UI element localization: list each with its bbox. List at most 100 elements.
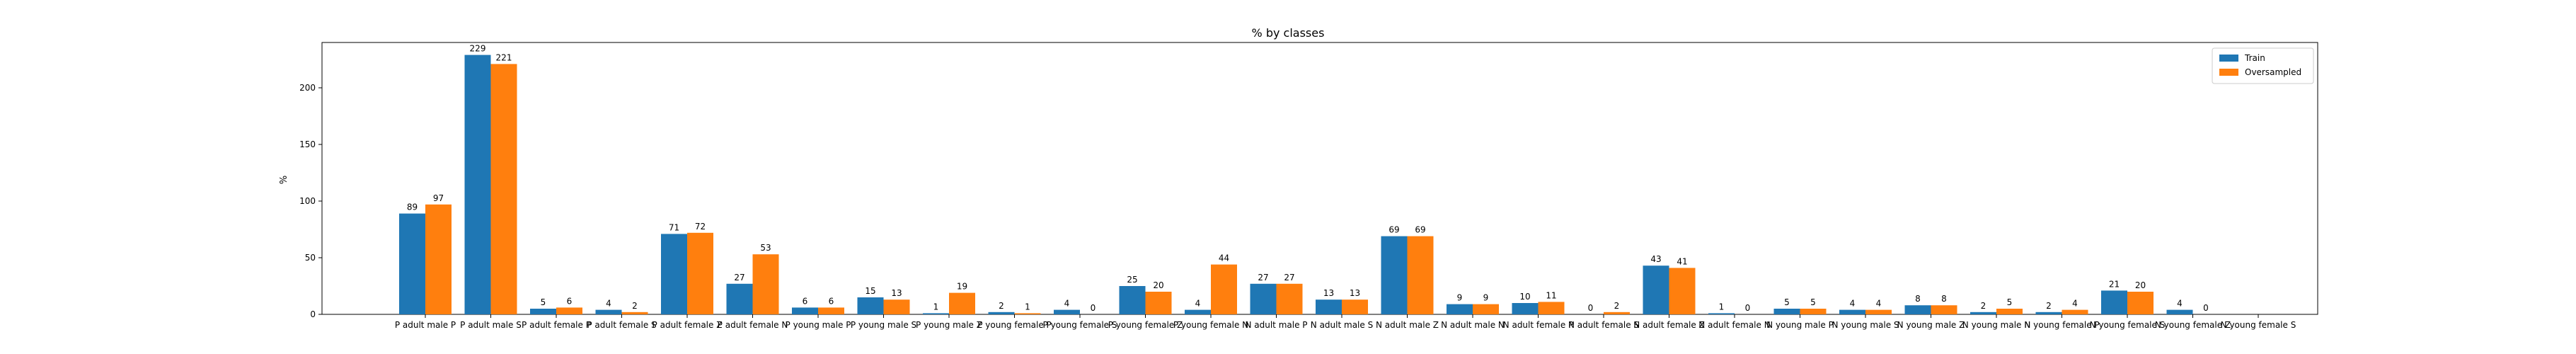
y-tick-label: 50 <box>305 253 316 263</box>
x-tick-label: N adult male P <box>1245 320 1307 330</box>
bar-train <box>1512 303 1539 314</box>
x-tick-label: P young male P <box>786 320 851 330</box>
data-label: 20 <box>2135 280 2146 290</box>
data-label: 44 <box>1219 253 1229 263</box>
bar-train <box>530 309 556 314</box>
data-label: 0 <box>1091 303 1096 313</box>
data-label: 4 <box>2072 299 2078 309</box>
data-label: 43 <box>1650 254 1661 264</box>
data-label: 19 <box>957 282 967 292</box>
bar-train <box>1839 309 1865 314</box>
x-tick-label: P adult female N <box>718 320 788 330</box>
y-tick-label: 200 <box>299 83 316 93</box>
x-tick-label: P adult female S <box>587 320 656 330</box>
bar-oversampled <box>1996 309 2023 314</box>
bar-train <box>1185 309 1211 314</box>
bar-train <box>1250 283 1277 314</box>
data-label: 27 <box>1258 273 1268 282</box>
bar-oversampled <box>490 64 517 315</box>
x-tick-label: P young female N <box>1173 320 1248 330</box>
data-label: 2 <box>1614 301 1620 311</box>
x-tick-label: N young female P <box>2024 320 2099 330</box>
y-tick-label: 150 <box>299 139 316 149</box>
data-label: 4 <box>1195 299 1201 309</box>
data-label: 9 <box>1457 293 1463 303</box>
legend-label: Oversampled <box>2245 67 2301 77</box>
bar-train <box>726 283 753 314</box>
data-label: 6 <box>567 296 573 306</box>
bar-train <box>2166 309 2193 314</box>
plot-frame <box>321 42 2318 315</box>
y-tick-label: 0 <box>310 309 316 319</box>
data-label: 2 <box>999 301 1004 311</box>
x-tick-label: N young female Z <box>2155 320 2231 330</box>
data-label: 221 <box>496 52 512 62</box>
data-label: 0 <box>1745 303 1751 313</box>
x-tick-label: N adult female Z <box>1633 320 1705 330</box>
bar-oversampled <box>687 232 713 314</box>
bar-oversampled <box>1865 309 1892 314</box>
x-tick-label: P young female S <box>1043 320 1117 330</box>
x-tick-label: P young male Z <box>916 320 982 330</box>
data-label: 21 <box>2109 279 2120 289</box>
bar-oversampled <box>883 299 910 314</box>
data-label: 4 <box>1064 299 1070 309</box>
bar-train <box>1119 286 1146 314</box>
data-label: 13 <box>1323 288 1334 298</box>
data-label: 10 <box>1519 292 1530 302</box>
bar-oversampled <box>2127 292 2154 314</box>
data-label: 13 <box>1350 288 1360 298</box>
x-tick-label: P adult male P <box>395 320 456 330</box>
data-label: 97 <box>433 193 444 203</box>
data-label: 89 <box>407 202 418 212</box>
bar-train <box>988 312 1015 314</box>
bar-oversampled <box>621 312 648 314</box>
data-label: 5 <box>1784 297 1790 307</box>
bar-oversampled <box>1931 305 1957 314</box>
bar-train <box>399 213 425 314</box>
data-label: 8 <box>1915 294 1921 304</box>
x-tick-label: N adult female S <box>1568 320 1639 330</box>
bar-oversampled <box>1145 292 1172 314</box>
x-tick-label: P adult female P <box>522 320 591 330</box>
x-tick-label: P young female Z <box>1108 320 1183 330</box>
bar-oversampled <box>1604 312 1630 314</box>
bar-train <box>595 309 622 314</box>
data-label: 2 <box>632 301 638 311</box>
bar-train <box>1316 299 1342 314</box>
bar-train <box>1643 266 1669 314</box>
x-tick-label: P adult female Z <box>652 320 723 330</box>
bar-oversampled <box>818 307 844 314</box>
data-label: 4 <box>606 299 611 309</box>
bar-oversampled <box>1014 313 1041 314</box>
bar-train <box>1708 313 1735 314</box>
data-label: 27 <box>1284 273 1294 282</box>
x-tick-label: P young female P <box>977 320 1052 330</box>
x-tick-label: P adult male S <box>460 320 522 330</box>
x-tick-label: N adult female P <box>1503 320 1574 330</box>
data-label: 13 <box>891 288 902 298</box>
bar-train <box>923 313 949 314</box>
data-label: 20 <box>1153 280 1163 290</box>
bar-train <box>2035 312 2062 314</box>
bar-train <box>1447 304 1473 314</box>
bar-train <box>1054 309 1080 314</box>
data-label: 4 <box>1876 299 1882 309</box>
bar-oversampled <box>1407 236 1434 314</box>
data-label: 0 <box>2203 303 2209 313</box>
data-label: 6 <box>803 296 808 306</box>
data-label: 25 <box>1127 275 1137 285</box>
chart-title: % by classes <box>1252 26 1325 40</box>
x-tick-label: N adult male N <box>1441 320 1505 330</box>
data-label: 6 <box>829 296 834 306</box>
data-label: 4 <box>2177 299 2183 309</box>
x-tick-label: N young male Z <box>1897 320 1965 330</box>
data-label: 1 <box>1719 302 1725 312</box>
data-label: 41 <box>1677 256 1687 266</box>
data-label: 9 <box>1483 293 1489 303</box>
bar-oversampled <box>1473 304 1499 314</box>
x-tick-label: N young male P <box>1766 320 1834 330</box>
bar-train <box>857 297 884 314</box>
